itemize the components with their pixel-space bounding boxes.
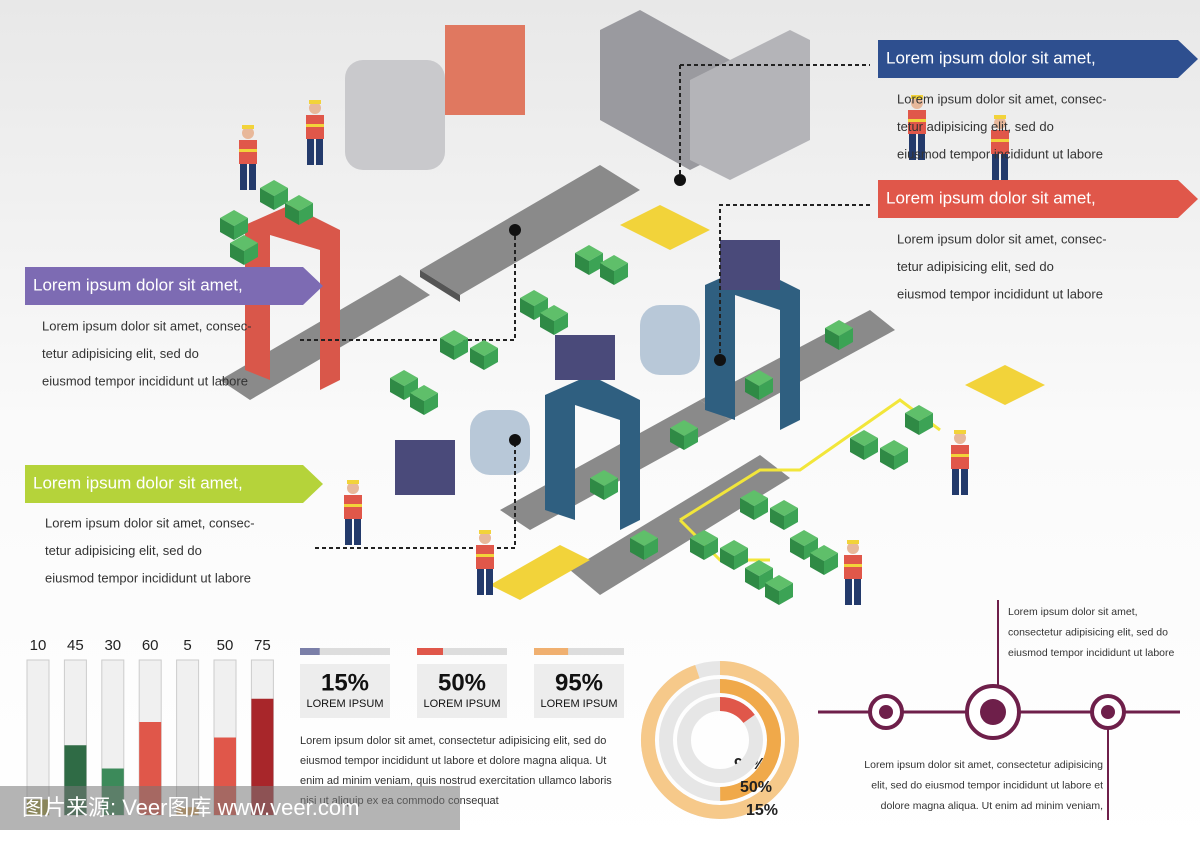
callout-text: eiusmod tempor incididunt ut labore xyxy=(45,570,251,585)
callout-banner xyxy=(25,267,323,305)
callout-text: eiusmod tempor incididunt ut labore xyxy=(897,286,1103,301)
callout-text: Lorem ipsum dolor sit amet, consec- xyxy=(45,515,255,530)
bar-label: 10 xyxy=(30,637,47,654)
callout-text: eiusmod tempor incididunt ut labore xyxy=(42,373,248,388)
donut-arc xyxy=(641,661,799,819)
paragraph-line: Lorem ipsum dolor sit amet, consectetur … xyxy=(300,735,606,747)
donut-label: 15% xyxy=(746,802,778,819)
progress-box xyxy=(300,664,390,718)
timeline-text: Lorem ipsum dolor sit amet, consectetur … xyxy=(864,759,1103,771)
donut-chart: 95%50%15% xyxy=(641,661,799,819)
timeline-text: dolore magna aliqua. Ut enim ad minim ve… xyxy=(881,800,1103,812)
callout-text: tetur adipisicing elit, sed do xyxy=(42,346,199,361)
progress-fill xyxy=(300,648,320,655)
callout-text: Lorem ipsum dolor sit amet, consec- xyxy=(897,231,1107,246)
callout-text: eiusmod tempor incididunt ut labore xyxy=(897,146,1103,161)
callouts: Lorem ipsum dolor sit amet, Lorem ipsum d… xyxy=(25,40,1198,585)
callout-title: Lorem ipsum dolor sit amet, xyxy=(886,48,1096,67)
donut-arc xyxy=(719,697,755,724)
paragraph-line: enim ad minim veniam, quis nostrud exerc… xyxy=(300,775,612,787)
timeline-text: Lorem ipsum dolor sit amet, xyxy=(1008,606,1138,618)
callout-text: Lorem ipsum dolor sit amet, consec- xyxy=(897,91,1107,106)
progress-blocks: 15% LOREM IPSUM 50% LOREM IPSUM 95% LOREM IPS… xyxy=(300,648,624,807)
progress-fill xyxy=(417,648,443,655)
timeline-text: consectetur adipisicing elit, sed do xyxy=(1008,626,1168,638)
donut-label: 50% xyxy=(740,779,772,796)
bar-label: 60 xyxy=(142,637,159,654)
progress-box xyxy=(534,664,624,718)
bar-label: 30 xyxy=(104,637,121,654)
callout-banner xyxy=(878,180,1198,218)
bar-label: 5 xyxy=(183,637,191,654)
progress-caption: LOREM IPSUM xyxy=(540,698,617,710)
callout-title: Lorem ipsum dolor sit amet, xyxy=(33,275,243,294)
progress-box xyxy=(417,664,507,718)
progress-track xyxy=(300,648,390,655)
timeline: Lorem ipsum dolor sit amet, consectetur a… xyxy=(818,600,1180,820)
callout-text: tetur adipisicing elit, sed do xyxy=(897,119,1054,134)
paragraph-line: eiusmod tempor incididunt ut labore et d… xyxy=(300,755,606,767)
progress-label: 15% xyxy=(321,669,369,696)
progress-fill xyxy=(534,648,569,655)
callout-title: Lorem ipsum dolor sit amet, xyxy=(33,473,243,492)
progress-label: 50% xyxy=(438,669,486,696)
callout-banner xyxy=(878,40,1198,78)
bar-label: 50 xyxy=(217,637,234,654)
bar-label: 75 xyxy=(254,637,271,654)
callout-text: tetur adipisicing elit, sed do xyxy=(897,259,1054,274)
callout-text: Lorem ipsum dolor sit amet, consec- xyxy=(42,318,252,333)
callout-banner xyxy=(25,465,323,503)
watermark-band xyxy=(0,786,460,830)
progress-track xyxy=(417,648,507,655)
progress-track xyxy=(534,648,624,655)
donut-arc xyxy=(719,678,782,801)
progress-label: 95% xyxy=(555,669,603,696)
callout-title: Lorem ipsum dolor sit amet, xyxy=(886,188,1096,207)
progress-caption: LOREM IPSUM xyxy=(423,698,500,710)
factory-illustration xyxy=(220,10,1045,605)
bar-label: 45 xyxy=(67,637,84,654)
progress-caption: LOREM IPSUM xyxy=(306,698,383,710)
watermark: 图片来源: Veer图库 www.veer.com xyxy=(22,795,359,820)
bar xyxy=(251,698,274,815)
callout-text: tetur adipisicing elit, sed do xyxy=(45,543,202,558)
timeline-text: elit, sed do eiusmod tempor incididunt u… xyxy=(871,779,1103,791)
timeline-text: eiusmod tempor incididunt ut labore xyxy=(1008,647,1175,659)
